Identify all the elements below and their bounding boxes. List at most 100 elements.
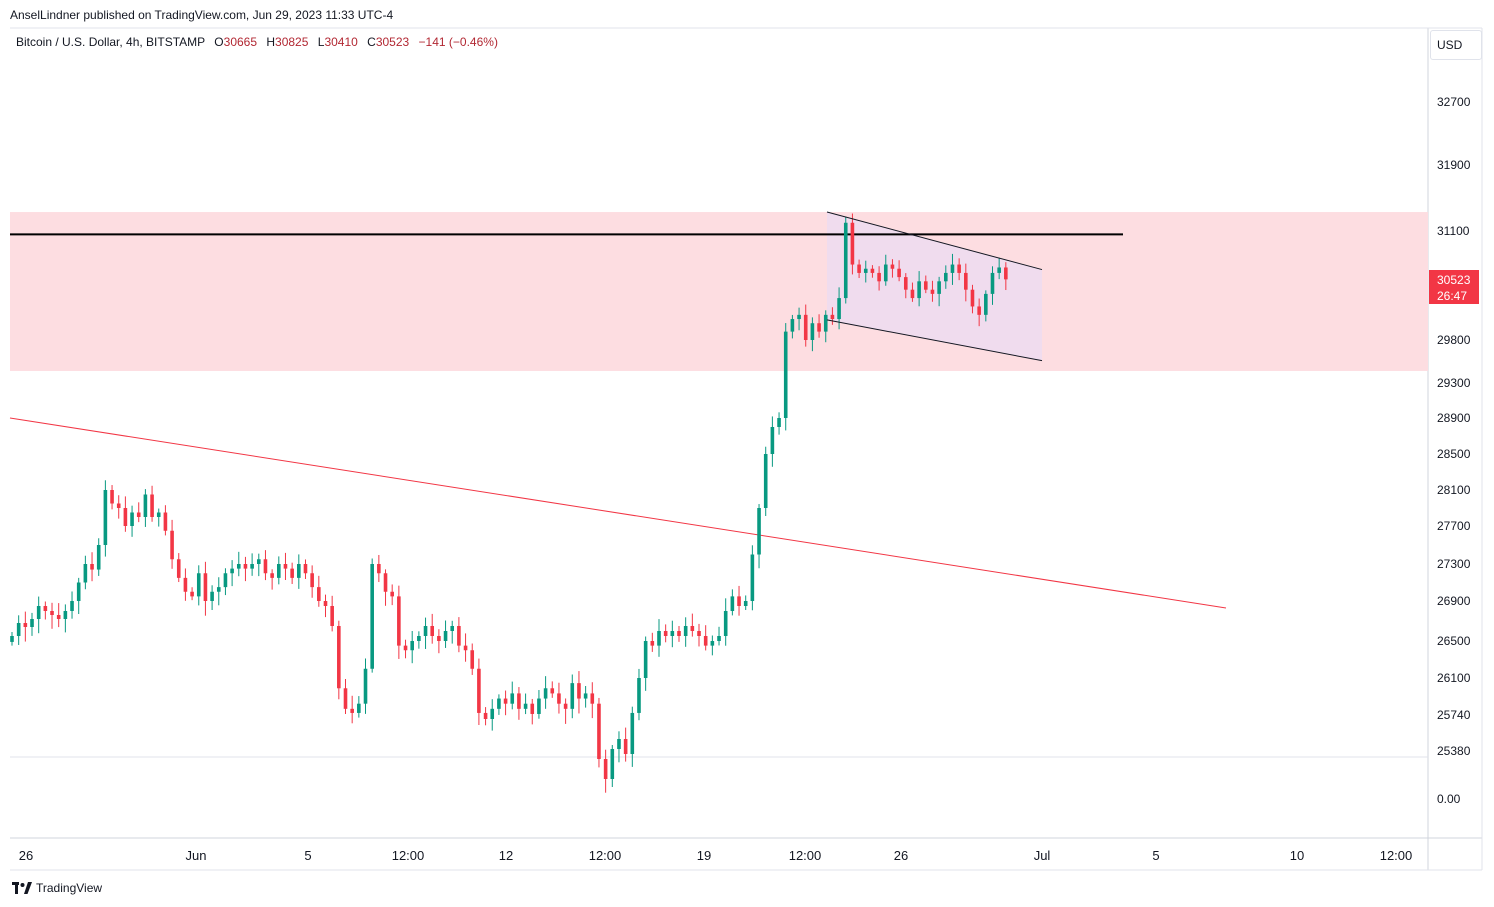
candle[interactable] <box>56 603 61 628</box>
candle[interactable] <box>743 595 748 610</box>
candle[interactable] <box>583 686 588 708</box>
candle[interactable] <box>183 568 188 601</box>
candle[interactable] <box>210 585 214 610</box>
candle[interactable] <box>964 263 968 302</box>
candle[interactable] <box>383 569 388 606</box>
tradingview-footer[interactable]: TradingView <box>12 881 102 895</box>
candle[interactable] <box>937 276 941 307</box>
candle[interactable] <box>677 626 681 642</box>
candle[interactable] <box>150 485 154 522</box>
candle[interactable] <box>403 639 408 659</box>
candle[interactable] <box>690 613 695 637</box>
candle[interactable] <box>203 561 208 616</box>
candle[interactable] <box>470 643 475 675</box>
candle[interactable] <box>63 604 68 633</box>
candle[interactable] <box>830 307 835 325</box>
candle[interactable] <box>497 694 501 715</box>
candle[interactable] <box>730 589 735 616</box>
candle[interactable] <box>43 601 48 620</box>
candle[interactable] <box>123 496 128 532</box>
candle[interactable] <box>297 554 301 589</box>
candle[interactable] <box>76 577 81 614</box>
candle[interactable] <box>577 671 581 714</box>
candle[interactable] <box>623 727 628 762</box>
candle[interactable] <box>343 679 348 714</box>
candle[interactable] <box>256 553 261 577</box>
candle[interactable] <box>83 555 88 590</box>
candle[interactable] <box>917 271 921 307</box>
candle[interactable] <box>763 446 768 517</box>
candle[interactable] <box>697 623 701 647</box>
candle[interactable] <box>984 290 988 322</box>
candle[interactable] <box>783 323 788 431</box>
candle[interactable] <box>944 265 948 289</box>
candle[interactable] <box>710 635 715 656</box>
candle[interactable] <box>950 253 955 285</box>
candle[interactable] <box>663 624 668 643</box>
candle[interactable] <box>877 266 881 291</box>
candle[interactable] <box>310 565 314 598</box>
candle[interactable] <box>990 266 995 305</box>
candle[interactable] <box>143 489 148 527</box>
candle[interactable] <box>817 314 821 338</box>
candle[interactable] <box>597 697 601 768</box>
candle[interactable] <box>176 553 181 583</box>
candle[interactable] <box>350 695 354 724</box>
candle[interactable] <box>36 596 41 634</box>
candle[interactable] <box>530 698 535 725</box>
candle[interactable] <box>723 598 728 646</box>
candle[interactable] <box>550 681 555 698</box>
candle[interactable] <box>750 545 755 611</box>
candle[interactable] <box>230 560 234 587</box>
candle[interactable] <box>443 620 448 648</box>
candle[interactable] <box>843 216 848 304</box>
candle[interactable] <box>50 602 54 629</box>
candle[interactable] <box>670 620 675 648</box>
candle[interactable] <box>657 619 661 657</box>
candle[interactable] <box>957 258 961 281</box>
candle[interactable] <box>910 282 915 302</box>
candle[interactable] <box>370 558 374 673</box>
candle[interactable] <box>717 626 721 646</box>
candle[interactable] <box>110 485 114 510</box>
candle[interactable] <box>930 280 935 302</box>
candle[interactable] <box>890 259 895 278</box>
candle[interactable] <box>823 310 828 343</box>
candle[interactable] <box>317 575 321 607</box>
candle[interactable] <box>136 502 141 523</box>
candle[interactable] <box>897 260 901 282</box>
candle[interactable] <box>437 629 441 654</box>
candle[interactable] <box>30 612 34 636</box>
candle[interactable] <box>377 554 381 583</box>
candle[interactable] <box>103 480 108 557</box>
candle[interactable] <box>630 706 635 767</box>
candle[interactable] <box>397 585 401 659</box>
candle[interactable] <box>463 633 468 662</box>
candle[interactable] <box>797 307 801 331</box>
candle[interactable] <box>290 562 294 584</box>
candle[interactable] <box>196 565 201 606</box>
currency-selector[interactable]: USD <box>1430 30 1482 60</box>
candle[interactable] <box>563 698 568 724</box>
candle[interactable] <box>243 556 248 582</box>
candle[interactable] <box>617 731 621 763</box>
candle[interactable] <box>803 304 808 347</box>
candle[interactable] <box>250 553 254 576</box>
candle[interactable] <box>543 676 548 709</box>
candle[interactable] <box>1004 262 1008 291</box>
candle[interactable] <box>410 631 414 664</box>
candle[interactable] <box>610 745 615 787</box>
candle[interactable] <box>790 314 795 339</box>
candle[interactable] <box>96 538 101 576</box>
candle[interactable] <box>263 550 268 581</box>
candle[interactable] <box>863 260 868 283</box>
candle[interactable] <box>603 749 608 793</box>
candle[interactable] <box>216 577 221 606</box>
candle[interactable] <box>923 275 928 294</box>
candle[interactable] <box>23 611 28 642</box>
candle[interactable] <box>223 568 228 596</box>
candle[interactable] <box>703 625 708 651</box>
candle[interactable] <box>870 265 875 278</box>
candle[interactable] <box>303 559 308 579</box>
